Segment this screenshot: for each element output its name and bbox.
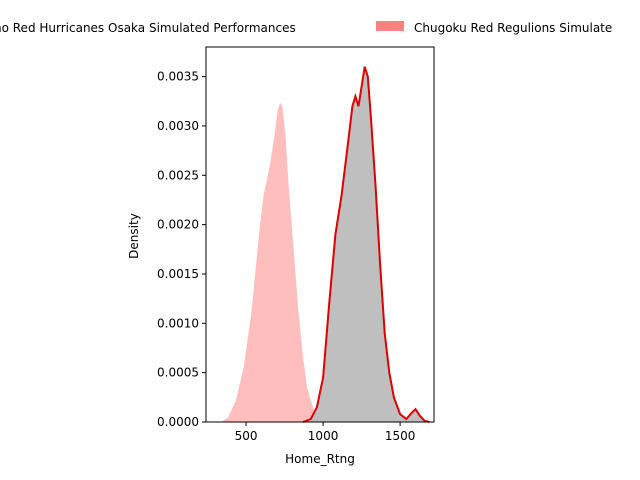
y-tick-label-4: 0.0020 — [157, 218, 199, 232]
y-axis: 0.0000 0.0005 0.0010 0.0015 0.0020 0.0025 0.00… — [157, 70, 206, 429]
x-axis-label: Home_Rtng — [285, 452, 355, 466]
plot-frame — [205, 46, 435, 423]
x-tick-label-0: 500 — [235, 429, 258, 443]
y-axis-label: Density — [127, 213, 141, 259]
y-tick-label-7: 0.0035 — [157, 70, 199, 84]
x-tick-label-2: 1500 — [385, 429, 416, 443]
series-layer — [219, 66, 430, 423]
x-axis: 500 1000 1500 — [235, 422, 416, 443]
legend-label-1: Chugoku Red Regulions Simulate — [414, 21, 612, 35]
legend-label-0: no Red Hurricanes Osaka Simulated Perfor… — [0, 21, 296, 35]
y-tick-label-1: 0.0005 — [157, 366, 199, 380]
legend: no Red Hurricanes Osaka Simulated Perfor… — [0, 21, 612, 35]
y-tick-label-6: 0.0030 — [157, 119, 199, 133]
series-0-area — [219, 101, 339, 423]
y-tick-label-2: 0.0010 — [157, 316, 199, 330]
x-tick-label-1: 1000 — [308, 429, 339, 443]
y-tick-label-0: 0.0000 — [157, 415, 199, 429]
y-tick-label-3: 0.0015 — [157, 267, 199, 281]
series-1-line — [302, 66, 430, 423]
legend-swatch-1 — [376, 21, 404, 31]
y-tick-label-5: 0.0025 — [157, 168, 199, 182]
series-1-area — [303, 66, 430, 422]
